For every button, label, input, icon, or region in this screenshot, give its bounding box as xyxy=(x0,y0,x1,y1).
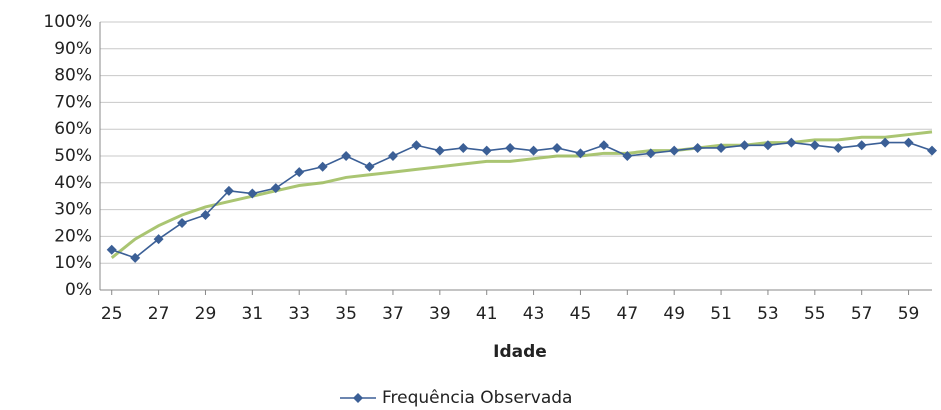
marker xyxy=(106,244,117,255)
x-tick-label: 29 xyxy=(195,304,217,324)
marker xyxy=(739,140,750,151)
marker xyxy=(762,140,773,151)
x-tick-label: 45 xyxy=(570,304,592,324)
marker xyxy=(130,252,141,263)
y-tick-label: 30% xyxy=(54,200,92,220)
marker xyxy=(622,151,633,161)
x-tick-label: 31 xyxy=(242,304,264,324)
x-tick-label: 35 xyxy=(335,304,357,324)
marker xyxy=(786,137,797,148)
marker xyxy=(294,167,305,178)
x-tick-label: 51 xyxy=(710,304,732,324)
marker xyxy=(341,151,352,161)
x-tick-label: 25 xyxy=(101,304,123,324)
marker xyxy=(669,145,680,156)
marker xyxy=(692,142,703,153)
marker xyxy=(598,140,609,151)
legend-label: Frequência Observada xyxy=(382,388,572,408)
marker xyxy=(247,188,258,199)
marker xyxy=(481,145,492,156)
marker xyxy=(833,142,844,153)
y-tick-label: 20% xyxy=(54,226,92,246)
x-tick-label: 53 xyxy=(757,304,779,324)
y-tick-label: 80% xyxy=(54,66,92,86)
x-tick-label: 41 xyxy=(476,304,498,324)
marker xyxy=(200,209,211,220)
x-tick-label: 37 xyxy=(382,304,404,324)
marker xyxy=(927,145,937,156)
marker xyxy=(177,218,188,228)
x-tick-label: 43 xyxy=(523,304,545,324)
marker xyxy=(270,183,281,194)
y-tick-label: 70% xyxy=(54,92,92,112)
y-tick-label: 10% xyxy=(54,253,92,273)
marker xyxy=(575,148,586,159)
marker xyxy=(153,234,164,245)
x-tick-label: 55 xyxy=(804,304,826,324)
marker xyxy=(505,142,516,153)
marker xyxy=(364,161,375,172)
marker xyxy=(434,145,445,156)
x-tick-label: 57 xyxy=(851,304,873,324)
marker xyxy=(528,145,539,156)
x-tick-label: 47 xyxy=(617,304,639,324)
marker xyxy=(856,140,867,151)
marker xyxy=(903,137,914,148)
marker xyxy=(880,137,891,148)
marker xyxy=(223,185,234,196)
marker xyxy=(411,140,422,151)
marker xyxy=(458,142,469,153)
marker xyxy=(645,148,656,159)
marker xyxy=(552,142,563,153)
y-tick-label: 50% xyxy=(54,146,92,166)
x-tick-label: 33 xyxy=(288,304,310,324)
y-tick-label: 60% xyxy=(54,119,92,139)
x-axis-title: Idade xyxy=(493,342,547,362)
marker xyxy=(809,140,820,151)
x-tick-label: 39 xyxy=(429,304,451,324)
trend-line xyxy=(110,130,933,260)
y-tick-label: 40% xyxy=(54,173,92,193)
marker xyxy=(387,151,398,161)
x-tick-label: 49 xyxy=(663,304,685,324)
y-tick-label: 0% xyxy=(65,280,92,300)
marker xyxy=(716,142,727,153)
y-tick-label: 100% xyxy=(43,12,92,32)
x-tick-label: 27 xyxy=(148,304,170,324)
marker xyxy=(317,161,328,172)
y-tick-label: 90% xyxy=(54,39,92,59)
legend-marker xyxy=(353,393,363,403)
x-tick-label: 59 xyxy=(898,304,920,324)
